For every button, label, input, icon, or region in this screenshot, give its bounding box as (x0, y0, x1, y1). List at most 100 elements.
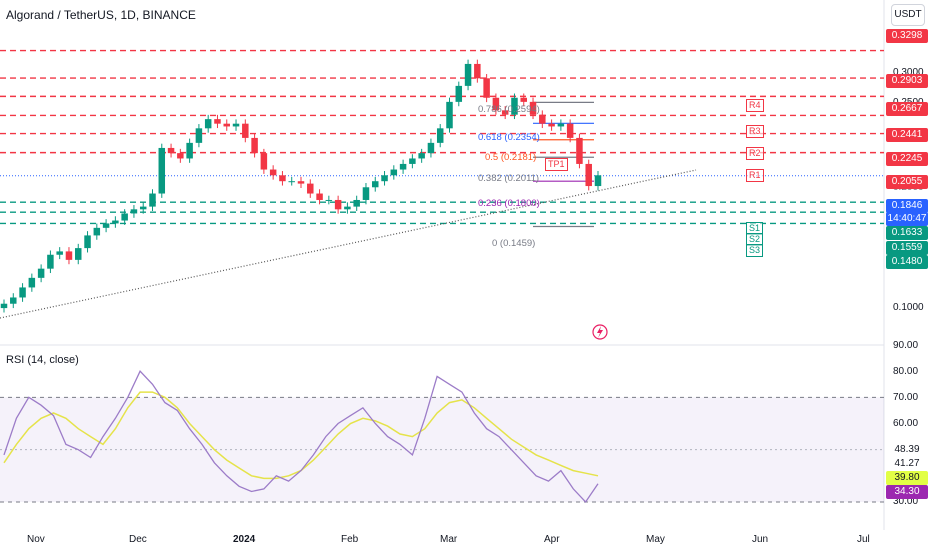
candle-body (464, 63, 472, 86)
fib-label: 0.236 (0.1800) (478, 198, 540, 209)
candle-body (548, 123, 555, 127)
candle-body (167, 147, 175, 154)
rsi-title: RSI (14, close) (6, 354, 79, 366)
x-axis-label: Apr (544, 534, 560, 545)
x-axis-label: Feb (341, 534, 359, 545)
candle-body (520, 97, 527, 102)
tp1-label: TP1 (545, 158, 568, 171)
candle-body (130, 209, 138, 214)
candle-body (242, 123, 249, 138)
price-tag: 0.2903 (886, 74, 928, 88)
candle-body (353, 199, 360, 207)
rsi-tag: 48.39 (886, 443, 928, 457)
price-tag: 0.1480 (886, 255, 928, 269)
resistance-label-r1: R1 (746, 169, 764, 182)
support-label-s3: S3 (746, 244, 764, 257)
candle-body (75, 248, 82, 260)
rsi-axis-label: 60.00 (893, 418, 919, 429)
candle-body (492, 97, 500, 111)
price-tag: 0.2245 (886, 152, 928, 166)
candle-body (585, 163, 592, 187)
candle-body (594, 175, 602, 187)
x-axis-label: May (646, 534, 665, 545)
candle-body (566, 123, 574, 138)
candle-body (260, 153, 268, 170)
candle-body (316, 193, 323, 200)
candle-body (557, 123, 565, 127)
candle-body (186, 142, 193, 159)
candle-body (47, 254, 54, 269)
chart-title: Algorand / TetherUS, 1D, BINANCE (6, 8, 196, 22)
candle-body (307, 183, 314, 194)
countdown-tag: 14:40:47 (886, 212, 928, 226)
candle-body (19, 287, 26, 298)
candle-body (446, 101, 453, 129)
candle-body (511, 97, 518, 115)
candle-body (344, 206, 351, 210)
candle-body (334, 199, 342, 210)
x-axis-label: 2024 (233, 534, 256, 545)
candle-body (483, 78, 490, 98)
candle-body (362, 187, 370, 200)
candle-body (158, 147, 166, 194)
fib-label: 0.5 (0.2181) (485, 152, 537, 163)
candle-body (539, 114, 546, 124)
candle-body (149, 193, 156, 207)
candle-body (28, 277, 36, 288)
x-axis-label: Dec (129, 534, 147, 545)
price-tag: 0.3298 (886, 29, 928, 43)
price-axis-label: 0.3000 (893, 67, 924, 78)
candle-body (474, 63, 481, 79)
candle-body (139, 206, 147, 210)
candle-body (223, 123, 230, 127)
currency-button[interactable]: USDT (891, 4, 925, 26)
candle-body (0, 303, 8, 309)
candle-body (112, 220, 119, 224)
rsi-ma-tag: 39.80 (886, 471, 928, 485)
candle-body (288, 181, 295, 183)
resistance-label-r2: R2 (746, 147, 764, 160)
candle-body (399, 163, 407, 170)
rsi-tag: 41.27 (886, 457, 928, 471)
rsi-axis-label: 70.00 (893, 392, 919, 403)
last-price-tag: 0.1846 (886, 199, 928, 213)
rsi-axis-label: 90.00 (893, 340, 919, 351)
price-tag: 0.1633 (886, 226, 928, 240)
fib-label: 0.618 (0.2354) (478, 132, 540, 143)
price-tag: 0.2441 (886, 128, 928, 142)
candle-body (37, 268, 45, 278)
price-axis-label: 0.1000 (893, 302, 924, 313)
candle-body (10, 297, 17, 304)
candle-body (279, 175, 286, 182)
candle-body (65, 251, 73, 260)
candle-body (381, 175, 388, 182)
candle-body (390, 169, 398, 176)
rsi-line (3, 370, 599, 504)
fib-label: 0.786 (0.2594) (478, 104, 540, 115)
x-axis-label: Nov (27, 534, 45, 545)
candle-body (297, 181, 305, 184)
fib-label: 0 (0.1459) (492, 238, 536, 249)
x-axis-label: Mar (440, 534, 458, 545)
candle-body (84, 235, 91, 249)
price-tag: 0.2667 (886, 102, 928, 116)
x-axis-label: Jul (857, 534, 870, 545)
trend-line (0, 169, 697, 319)
candle-body (121, 213, 128, 221)
candle-body (56, 251, 63, 255)
fib-label: 0.382 (0.2011) (478, 173, 540, 184)
candle-body (269, 169, 277, 176)
lightning-icon-glyph (597, 326, 603, 338)
resistance-label-r3: R3 (746, 125, 764, 138)
price-tag: 0.1559 (886, 241, 928, 255)
candle-body (455, 85, 463, 102)
candle-body (232, 123, 240, 127)
candle-body (529, 101, 537, 115)
candle-body (576, 137, 583, 164)
candle-body (204, 119, 212, 129)
candle-body (102, 223, 110, 228)
rsi-axis-label: 30.00 (893, 496, 919, 507)
candle-body (177, 153, 184, 159)
candle-body (325, 199, 333, 201)
